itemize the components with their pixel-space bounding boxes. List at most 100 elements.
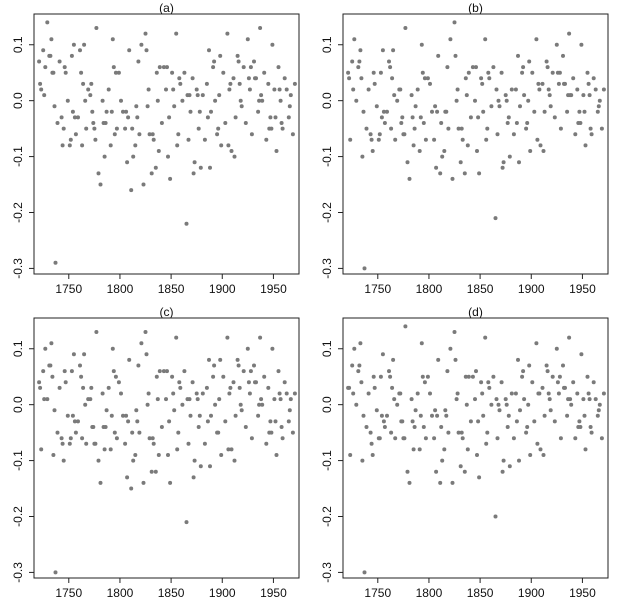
data-point — [149, 171, 154, 176]
data-point — [489, 104, 494, 109]
data-point — [83, 98, 88, 103]
data-point — [292, 391, 297, 396]
data-point — [418, 115, 423, 120]
data-point — [186, 137, 191, 142]
data-point — [178, 385, 183, 390]
data-point — [135, 115, 140, 120]
panel-title: (d) — [468, 305, 483, 319]
data-point — [290, 132, 295, 137]
data-point — [129, 486, 134, 491]
data-point — [491, 65, 496, 70]
data-point — [129, 188, 134, 193]
data-point — [474, 369, 478, 374]
data-point — [364, 126, 369, 131]
data-point — [125, 475, 130, 480]
data-point — [238, 402, 243, 407]
data-point — [131, 154, 136, 159]
data-point — [279, 425, 284, 429]
y-tick-label: -0.2 — [320, 202, 334, 223]
data-point — [106, 385, 111, 390]
data-point — [243, 121, 248, 125]
scatter-panel: (d) 1750 1800 1850 1900 1950 -0.3 -0.2 -0.1 0.0 0.… — [320, 305, 609, 600]
data-point — [208, 165, 212, 170]
data-point — [72, 419, 77, 424]
y-tick-label: -0.1 — [320, 146, 334, 167]
y-tick-label: 0.0 — [320, 396, 334, 413]
data-point — [217, 397, 222, 402]
data-point — [443, 408, 448, 413]
data-point — [576, 425, 581, 429]
data-point — [221, 374, 226, 379]
data-point — [532, 419, 537, 424]
data-point — [456, 430, 461, 435]
data-point — [184, 520, 189, 525]
data-point — [233, 115, 238, 120]
data-point — [114, 436, 119, 441]
data-point — [127, 48, 132, 53]
data-point — [587, 93, 592, 98]
data-point — [157, 65, 162, 70]
data-point — [484, 137, 489, 142]
data-point — [249, 132, 254, 137]
data-point — [248, 369, 253, 374]
data-point — [374, 104, 379, 109]
data-point — [495, 436, 500, 441]
data-point — [198, 464, 203, 469]
data-point — [221, 70, 226, 75]
data-point — [537, 87, 542, 92]
data-point — [130, 126, 135, 131]
data-point — [453, 53, 458, 58]
data-point — [188, 413, 193, 418]
data-point — [571, 76, 576, 81]
data-point — [164, 397, 168, 402]
data-point — [134, 408, 139, 413]
data-point — [542, 109, 547, 114]
data-point — [532, 109, 537, 114]
data-point — [88, 93, 93, 98]
data-point — [141, 182, 146, 187]
data-point — [228, 385, 233, 390]
data-point — [82, 42, 87, 47]
data-point — [410, 115, 415, 120]
data-points — [37, 20, 297, 265]
data-point — [444, 413, 449, 418]
panel-title: (a) — [159, 1, 174, 15]
data-point — [98, 480, 103, 485]
data-point — [521, 369, 526, 374]
data-point — [49, 341, 54, 346]
data-point — [92, 126, 97, 131]
x-tick-label: 1900 — [518, 586, 545, 600]
data-point — [176, 132, 181, 137]
data-point — [91, 121, 96, 125]
data-point — [506, 115, 511, 120]
data-point — [579, 42, 584, 47]
data-point — [166, 453, 170, 457]
data-point — [432, 436, 437, 441]
data-point — [204, 385, 209, 390]
data-point — [94, 26, 99, 30]
data-point — [561, 53, 565, 58]
panel-title: (b) — [468, 1, 483, 15]
data-point — [382, 425, 387, 429]
data-point — [476, 115, 481, 120]
data-point — [440, 154, 445, 159]
data-point — [463, 374, 468, 379]
data-point — [509, 391, 514, 396]
data-point — [585, 70, 590, 75]
data-point — [567, 335, 572, 340]
data-point — [292, 81, 297, 86]
data-point — [156, 453, 161, 457]
data-point — [195, 93, 200, 98]
data-point — [126, 419, 131, 424]
data-point — [393, 137, 398, 142]
data-point — [166, 154, 170, 159]
data-point — [286, 115, 291, 120]
data-point — [186, 441, 191, 446]
data-point — [509, 87, 514, 92]
data-point — [114, 126, 119, 131]
data-point — [205, 419, 210, 424]
data-point — [153, 469, 158, 474]
data-point — [389, 126, 394, 131]
data-point — [226, 143, 231, 148]
data-point — [133, 453, 138, 457]
